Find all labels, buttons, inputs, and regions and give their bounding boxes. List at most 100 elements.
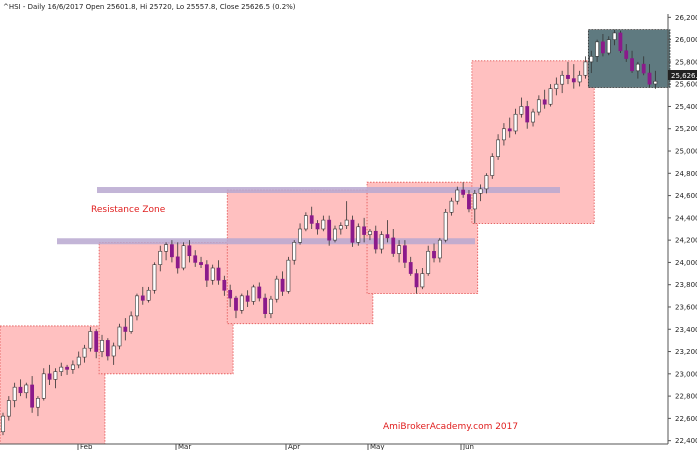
candle bbox=[426, 245, 431, 276]
y-tick-label: 23,600 bbox=[675, 303, 697, 311]
y-tick-label: 24,000 bbox=[675, 259, 697, 267]
candle-body-up bbox=[129, 315, 134, 332]
candle bbox=[164, 242, 168, 261]
candle-body-down bbox=[362, 226, 367, 235]
candle-body-up bbox=[484, 175, 489, 190]
candle bbox=[274, 275, 279, 303]
candle-body-up bbox=[379, 234, 384, 250]
candle-body-up bbox=[292, 242, 297, 261]
candle-body-down bbox=[105, 340, 110, 357]
candle bbox=[222, 275, 227, 296]
candle bbox=[181, 242, 186, 271]
candle-body-up bbox=[496, 139, 500, 157]
candle bbox=[30, 376, 35, 413]
candle bbox=[123, 318, 128, 341]
y-tick-label: 26,200 bbox=[675, 14, 697, 22]
candle bbox=[449, 197, 454, 216]
candle-body-up bbox=[437, 239, 442, 259]
candle bbox=[467, 190, 471, 213]
candle-body-up bbox=[338, 225, 343, 230]
candle-body-up bbox=[606, 39, 611, 54]
candle-body-up bbox=[472, 193, 477, 210]
candle bbox=[542, 89, 547, 109]
resistance-bands bbox=[57, 187, 560, 245]
candle-body-up bbox=[146, 289, 151, 301]
candle bbox=[257, 282, 262, 302]
candle-body-down bbox=[94, 331, 99, 352]
candle-body-down bbox=[65, 366, 69, 370]
candle-body-up bbox=[210, 267, 215, 281]
candle bbox=[443, 208, 448, 243]
candle bbox=[536, 95, 541, 116]
candle bbox=[65, 364, 69, 375]
candle bbox=[641, 56, 646, 76]
candle-body-up bbox=[286, 259, 291, 292]
candles bbox=[1, 29, 658, 436]
candle-body-down bbox=[309, 215, 314, 224]
candle-body-up bbox=[12, 386, 17, 401]
candle-body-up bbox=[513, 113, 518, 132]
candle-body-up bbox=[577, 74, 582, 83]
candle-body-down bbox=[123, 326, 128, 332]
y-tick-label: 25,400 bbox=[675, 103, 697, 111]
candle bbox=[70, 360, 75, 374]
candle-body-down bbox=[204, 264, 209, 281]
candle-body-up bbox=[321, 219, 326, 230]
candle bbox=[82, 344, 87, 363]
candle bbox=[571, 64, 576, 89]
candle bbox=[309, 206, 314, 229]
candle bbox=[228, 284, 233, 307]
current-zone bbox=[587, 29, 671, 88]
candle bbox=[635, 61, 640, 79]
candle bbox=[391, 229, 396, 257]
candle bbox=[630, 50, 634, 74]
candle-body-down bbox=[624, 50, 629, 59]
candle-body-up bbox=[298, 228, 302, 243]
candle bbox=[193, 250, 198, 267]
chart-header: ^HSI - Daily 16/6/2017 Open 25601.8, Hi … bbox=[3, 3, 296, 11]
candle bbox=[187, 240, 192, 263]
candle bbox=[408, 256, 413, 276]
candle-body-up bbox=[41, 373, 46, 399]
candle bbox=[6, 396, 11, 421]
y-tick-label: 24,800 bbox=[675, 170, 697, 178]
candle bbox=[513, 108, 518, 135]
candle bbox=[245, 290, 250, 307]
x-tick-label: Apr bbox=[288, 443, 300, 450]
candle bbox=[18, 379, 23, 397]
candle bbox=[210, 264, 215, 285]
candle-body-up bbox=[653, 80, 658, 85]
candle bbox=[129, 311, 134, 334]
candle bbox=[507, 117, 512, 138]
candle bbox=[327, 215, 332, 246]
candle-body-down bbox=[350, 219, 355, 243]
y-tick-label: 24,600 bbox=[675, 192, 697, 200]
candle-body-up bbox=[356, 226, 361, 243]
candle bbox=[59, 362, 64, 377]
y-tick-label: 23,200 bbox=[675, 348, 697, 356]
candle-body-up bbox=[158, 250, 163, 265]
candle-body-down bbox=[315, 223, 320, 230]
candle bbox=[531, 108, 535, 127]
candle-body-up bbox=[100, 340, 104, 352]
candle-body-up bbox=[426, 250, 431, 274]
candle bbox=[298, 223, 302, 245]
candle-body-down bbox=[263, 297, 268, 314]
candle bbox=[88, 327, 93, 352]
candle-body-up bbox=[135, 295, 139, 317]
candle-body-up bbox=[269, 298, 273, 314]
candle-body-up bbox=[612, 32, 617, 40]
candle-body-up bbox=[24, 384, 29, 394]
candle-body-down bbox=[187, 245, 192, 257]
candle bbox=[12, 382, 17, 408]
candle bbox=[455, 186, 460, 205]
candle-body-up bbox=[117, 326, 122, 347]
x-tick-label: Mar bbox=[178, 443, 191, 450]
candle-body-down bbox=[408, 262, 413, 274]
candle bbox=[47, 364, 52, 385]
candle-body-up bbox=[303, 215, 308, 230]
candle-body-down bbox=[193, 255, 198, 263]
candle-body-down bbox=[170, 244, 174, 258]
candle-body-down bbox=[542, 99, 547, 105]
candle bbox=[397, 240, 401, 263]
